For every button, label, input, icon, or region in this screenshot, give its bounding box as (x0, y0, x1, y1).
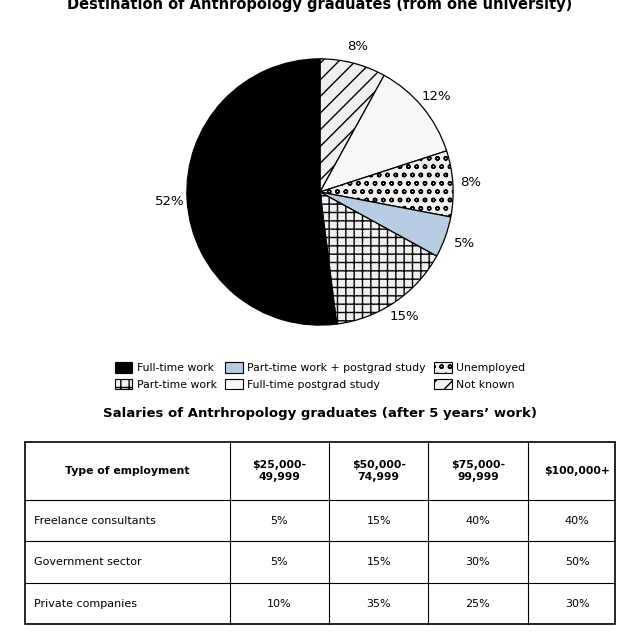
Wedge shape (320, 151, 453, 217)
Wedge shape (320, 59, 384, 192)
Text: 8%: 8% (347, 40, 368, 53)
Text: $50,000-
74,999: $50,000- 74,999 (351, 460, 406, 482)
Text: 40%: 40% (565, 516, 589, 525)
Text: 12%: 12% (421, 90, 451, 102)
Text: 30%: 30% (565, 598, 589, 609)
Text: $75,000-
99,999: $75,000- 99,999 (451, 460, 505, 482)
Text: 35%: 35% (366, 598, 391, 609)
Text: 15%: 15% (366, 557, 391, 567)
Text: 15%: 15% (366, 516, 391, 525)
Wedge shape (320, 76, 447, 192)
Text: 30%: 30% (466, 557, 490, 567)
Text: Freelance consultants: Freelance consultants (34, 516, 156, 525)
Text: Government sector: Government sector (34, 557, 142, 567)
Title: Destination of Anthropology graduates (from one university): Destination of Anthropology graduates (f… (67, 0, 573, 12)
Legend: Full-time work, Part-time work, Part-time work + postgrad study, Full-time postg: Full-time work, Part-time work, Part-tim… (115, 362, 525, 390)
Bar (25, 442, 615, 624)
Text: Salaries of Antrhropology graduates (after 5 years’ work): Salaries of Antrhropology graduates (aft… (103, 407, 537, 420)
Text: 25%: 25% (465, 598, 490, 609)
Text: 52%: 52% (155, 195, 185, 208)
Text: $25,000-
49,999: $25,000- 49,999 (252, 460, 307, 482)
Text: Type of employment: Type of employment (65, 466, 189, 476)
Text: 15%: 15% (390, 310, 419, 323)
Wedge shape (187, 59, 337, 325)
Text: 5%: 5% (271, 516, 288, 525)
Text: 40%: 40% (465, 516, 490, 525)
Text: 5%: 5% (454, 237, 475, 250)
Text: 50%: 50% (565, 557, 589, 567)
Wedge shape (320, 192, 436, 324)
Text: 8%: 8% (460, 176, 481, 189)
Text: $100,000+: $100,000+ (544, 466, 610, 476)
Text: 10%: 10% (267, 598, 292, 609)
Text: Private companies: Private companies (34, 598, 137, 609)
Wedge shape (320, 192, 451, 256)
Text: 5%: 5% (271, 557, 288, 567)
